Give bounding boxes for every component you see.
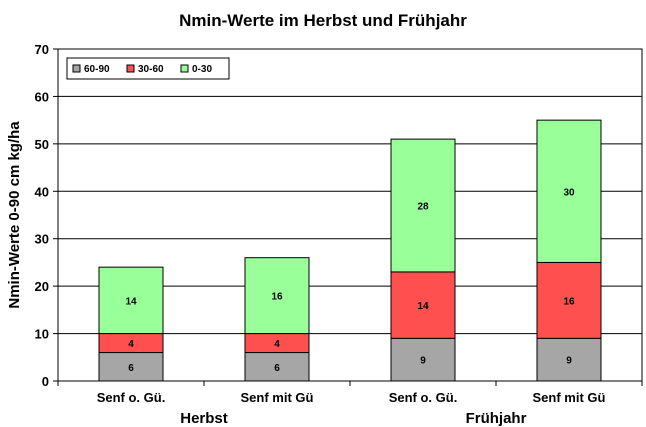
y-axis: 0 10 20 30 40 50 60 70 [35,42,58,389]
data-label: 14 [417,301,429,312]
data-label: 6 [128,363,134,374]
bar-segment-30-60 [390,271,456,339]
y-tick-label: 20 [35,279,49,294]
legend-label: 0-30 [192,64,212,75]
data-label: 9 [566,356,572,367]
y-tick-label: 30 [35,232,49,247]
data-label: 30 [563,187,575,198]
x-tick-label: Senf o. Gü. [389,390,458,405]
x-axis: Senf o. Gü. Senf mit Gü Senf o. Gü. Senf mi… [57,381,643,427]
legend-swatch [126,64,135,73]
legend-label: 30-60 [138,64,164,75]
y-tick-label: 50 [35,137,49,152]
legend-label: 60-90 [84,64,110,75]
data-label: 16 [271,292,283,303]
y-tick-label: 10 [35,327,49,342]
data-label: 28 [417,202,429,213]
y-axis-label: Nmin-Werte 0-90 cm kg/ha [6,121,23,309]
legend: 60-90 30-60 0-30 [66,57,230,80]
bar-segment-0-30 [536,119,602,263]
x-tick-label: Senf mit Gü [533,390,606,405]
data-label: 16 [563,296,575,307]
y-tick-label: 0 [42,374,49,389]
bar-segment-60-90 [536,337,602,382]
data-label: 4 [274,339,280,350]
x-tick-label: Senf o. Gü. [97,390,166,405]
chart-title: Nmin-Werte im Herbst und Frühjahr [179,11,467,30]
legend-box [66,57,230,80]
data-label: 6 [274,363,280,374]
x-tick-label: Senf mit Gü [241,390,314,405]
bar-segment-0-30 [244,257,310,335]
y-tick-label: 70 [35,42,49,57]
group-label: Herbst [180,410,228,427]
data-label: 4 [128,339,134,350]
data-label: 14 [125,296,137,307]
bar-segment-0-30 [98,266,164,335]
bar-segment-0-30 [390,138,456,273]
y-tick-label: 60 [35,89,49,104]
group-label: Frühjahr [466,410,527,427]
y-tick-label: 40 [35,184,49,199]
data-label: 9 [420,356,426,367]
bars: 6 4 14 6 4 16 9 14 28 9 16 30 [98,119,602,382]
legend-swatch [72,64,81,73]
legend-swatch [180,64,189,73]
